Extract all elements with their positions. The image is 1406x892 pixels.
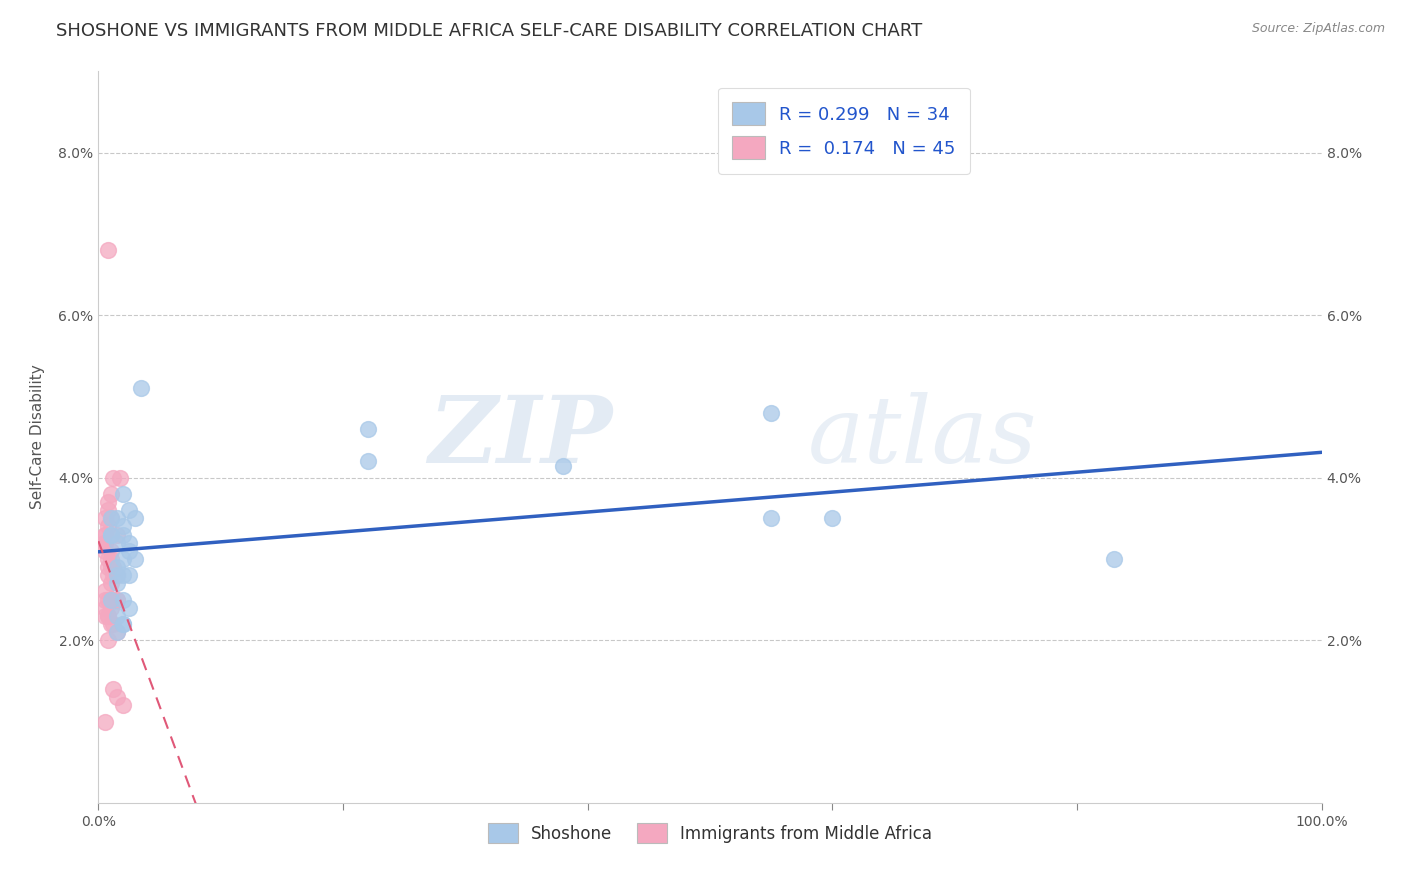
- Point: [356, 422, 378, 436]
- Point: [105, 576, 128, 591]
- Point: [124, 552, 146, 566]
- Text: SHOSHONE VS IMMIGRANTS FROM MIDDLE AFRICA SELF-CARE DISABILITY CORRELATION CHART: SHOSHONE VS IMMIGRANTS FROM MIDDLE AFRIC…: [56, 22, 922, 40]
- Point: [118, 600, 141, 615]
- Point: [105, 592, 128, 607]
- Point: [93, 608, 115, 623]
- Point: [93, 544, 115, 558]
- Point: [100, 560, 122, 574]
- Point: [100, 511, 122, 525]
- Point: [100, 600, 122, 615]
- Point: [105, 560, 128, 574]
- Point: [100, 576, 122, 591]
- Point: [356, 454, 378, 468]
- Point: [105, 625, 128, 640]
- Point: [100, 617, 122, 632]
- Point: [97, 608, 120, 623]
- Point: [118, 535, 141, 549]
- Point: [100, 487, 122, 501]
- Point: [97, 503, 120, 517]
- Point: [97, 495, 120, 509]
- Point: [101, 568, 124, 582]
- Point: [100, 592, 122, 607]
- Point: [118, 568, 141, 582]
- Point: [105, 535, 128, 549]
- Point: [93, 511, 115, 525]
- Point: [105, 690, 128, 705]
- Point: [93, 592, 115, 607]
- Point: [93, 535, 115, 549]
- Point: [111, 698, 134, 713]
- Point: [93, 714, 115, 729]
- Point: [761, 511, 783, 525]
- Point: [111, 527, 134, 541]
- Point: [111, 617, 134, 632]
- Point: [118, 503, 141, 517]
- Point: [111, 568, 134, 582]
- Point: [553, 458, 575, 473]
- Point: [100, 527, 122, 541]
- Point: [129, 381, 152, 395]
- Point: [93, 600, 115, 615]
- Point: [105, 511, 128, 525]
- Point: [100, 527, 122, 541]
- Text: Source: ZipAtlas.com: Source: ZipAtlas.com: [1251, 22, 1385, 36]
- Point: [105, 568, 128, 582]
- Point: [100, 544, 122, 558]
- Text: ZIP: ZIP: [427, 392, 612, 482]
- Point: [93, 535, 115, 549]
- Point: [105, 608, 128, 623]
- Point: [105, 568, 128, 582]
- Point: [1102, 552, 1125, 566]
- Point: [111, 552, 134, 566]
- Point: [101, 471, 124, 485]
- Point: [97, 560, 120, 574]
- Point: [97, 519, 120, 533]
- Text: atlas: atlas: [808, 392, 1038, 482]
- Point: [93, 527, 115, 541]
- Point: [124, 511, 146, 525]
- Legend: Shoshone, Immigrants from Middle Africa: Shoshone, Immigrants from Middle Africa: [481, 817, 939, 849]
- Point: [105, 592, 128, 607]
- Point: [111, 592, 134, 607]
- Point: [97, 633, 120, 648]
- Point: [118, 544, 141, 558]
- Point: [761, 406, 783, 420]
- Point: [101, 681, 124, 696]
- Point: [821, 511, 844, 525]
- Y-axis label: Self-Care Disability: Self-Care Disability: [30, 365, 45, 509]
- Point: [97, 608, 120, 623]
- Point: [111, 487, 134, 501]
- Point: [100, 511, 122, 525]
- Point: [111, 519, 134, 533]
- Point: [110, 471, 132, 485]
- Point: [93, 527, 115, 541]
- Point: [97, 243, 120, 257]
- Point: [97, 568, 120, 582]
- Point: [100, 592, 122, 607]
- Point: [101, 560, 124, 574]
- Point: [97, 552, 120, 566]
- Point: [97, 592, 120, 607]
- Point: [101, 617, 124, 632]
- Point: [105, 625, 128, 640]
- Point: [111, 617, 134, 632]
- Point: [93, 584, 115, 599]
- Point: [101, 592, 124, 607]
- Point: [105, 527, 128, 541]
- Point: [100, 552, 122, 566]
